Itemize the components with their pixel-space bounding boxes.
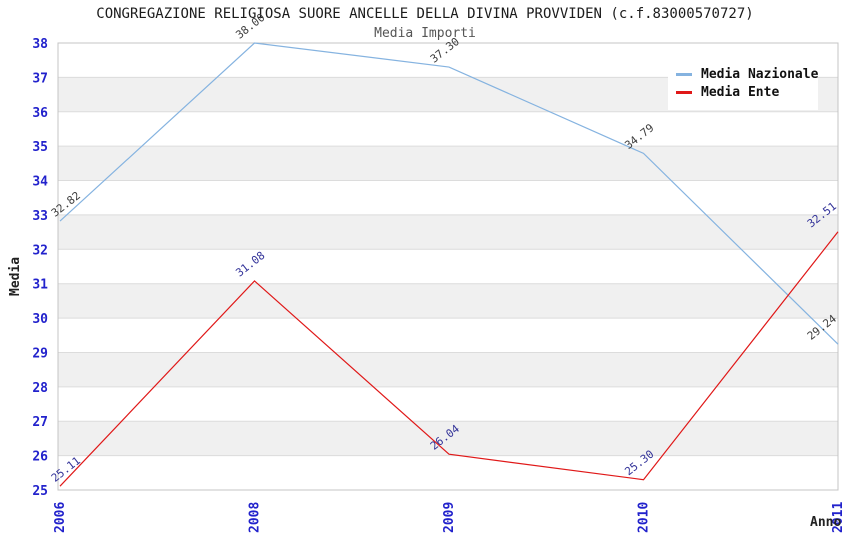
chart-title: CONGREGAZIONE RELIGIOSA SUORE ANCELLE DE…	[96, 6, 754, 22]
legend-item-media-ente: Media Ente	[676, 85, 810, 100]
x-tick-label: 2006	[53, 502, 68, 533]
y-tick-label: 36	[32, 106, 48, 121]
y-axis-title: Media	[8, 256, 23, 296]
data-label: 38.00	[233, 11, 267, 42]
y-tick-label: 32	[32, 243, 48, 258]
y-tick-label: 33	[32, 209, 48, 224]
series-line-media-ente	[59, 231, 839, 487]
legend-label: Media Nazionale	[701, 67, 819, 82]
grid-band	[58, 214, 838, 250]
y-tick-label: 35	[32, 140, 48, 155]
y-tick-label: 31	[32, 278, 48, 293]
y-tick-label: 28	[32, 381, 48, 396]
x-tick-label: 2008	[248, 502, 263, 533]
y-tick-label: 25	[32, 484, 48, 499]
x-tick-label: 2010	[637, 502, 652, 533]
x-axis-title: Anno	[810, 515, 842, 530]
plot-area	[58, 43, 838, 490]
y-tick-label: 26	[32, 450, 48, 465]
y-tick-label: 30	[32, 312, 48, 327]
legend-swatch-media-ente-icon	[676, 91, 692, 94]
plot-border	[57, 42, 839, 491]
grid-band	[58, 352, 838, 387]
chart-subtitle: Media Importi	[374, 26, 476, 41]
y-tick-label: 29	[32, 346, 48, 361]
grid-band	[58, 283, 838, 319]
x-tick-label: 2009	[442, 502, 457, 533]
grid-band	[58, 146, 838, 181]
legend-item-media-nazionale: Media Nazionale	[676, 67, 818, 82]
x-tick-label: 2011	[831, 502, 846, 533]
y-tick-label: 37	[32, 71, 48, 86]
series-line-media-nazionale	[59, 42, 839, 345]
y-tick-label: 34	[32, 175, 48, 190]
grid-band	[58, 421, 838, 456]
legend-swatch-media-nazionale-icon	[676, 73, 692, 76]
y-tick-label: 38	[32, 37, 48, 52]
legend: Media Nazionale Media Ente	[668, 57, 818, 110]
legend-label: Media Ente	[701, 85, 780, 100]
y-tick-label: 27	[32, 415, 48, 430]
